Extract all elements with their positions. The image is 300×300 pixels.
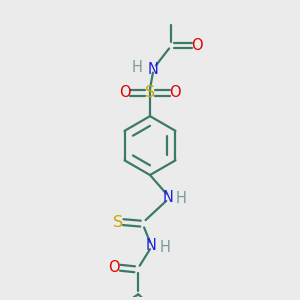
Text: N: N xyxy=(162,190,173,205)
Text: H: H xyxy=(131,60,142,75)
Text: N: N xyxy=(148,61,158,76)
Text: O: O xyxy=(119,85,131,100)
Text: S: S xyxy=(112,214,123,230)
Text: O: O xyxy=(191,38,203,53)
Text: O: O xyxy=(108,260,120,275)
Text: H: H xyxy=(176,191,186,206)
Text: S: S xyxy=(145,85,155,100)
Text: O: O xyxy=(169,85,181,100)
Text: H: H xyxy=(159,240,170,255)
Text: N: N xyxy=(146,238,157,253)
